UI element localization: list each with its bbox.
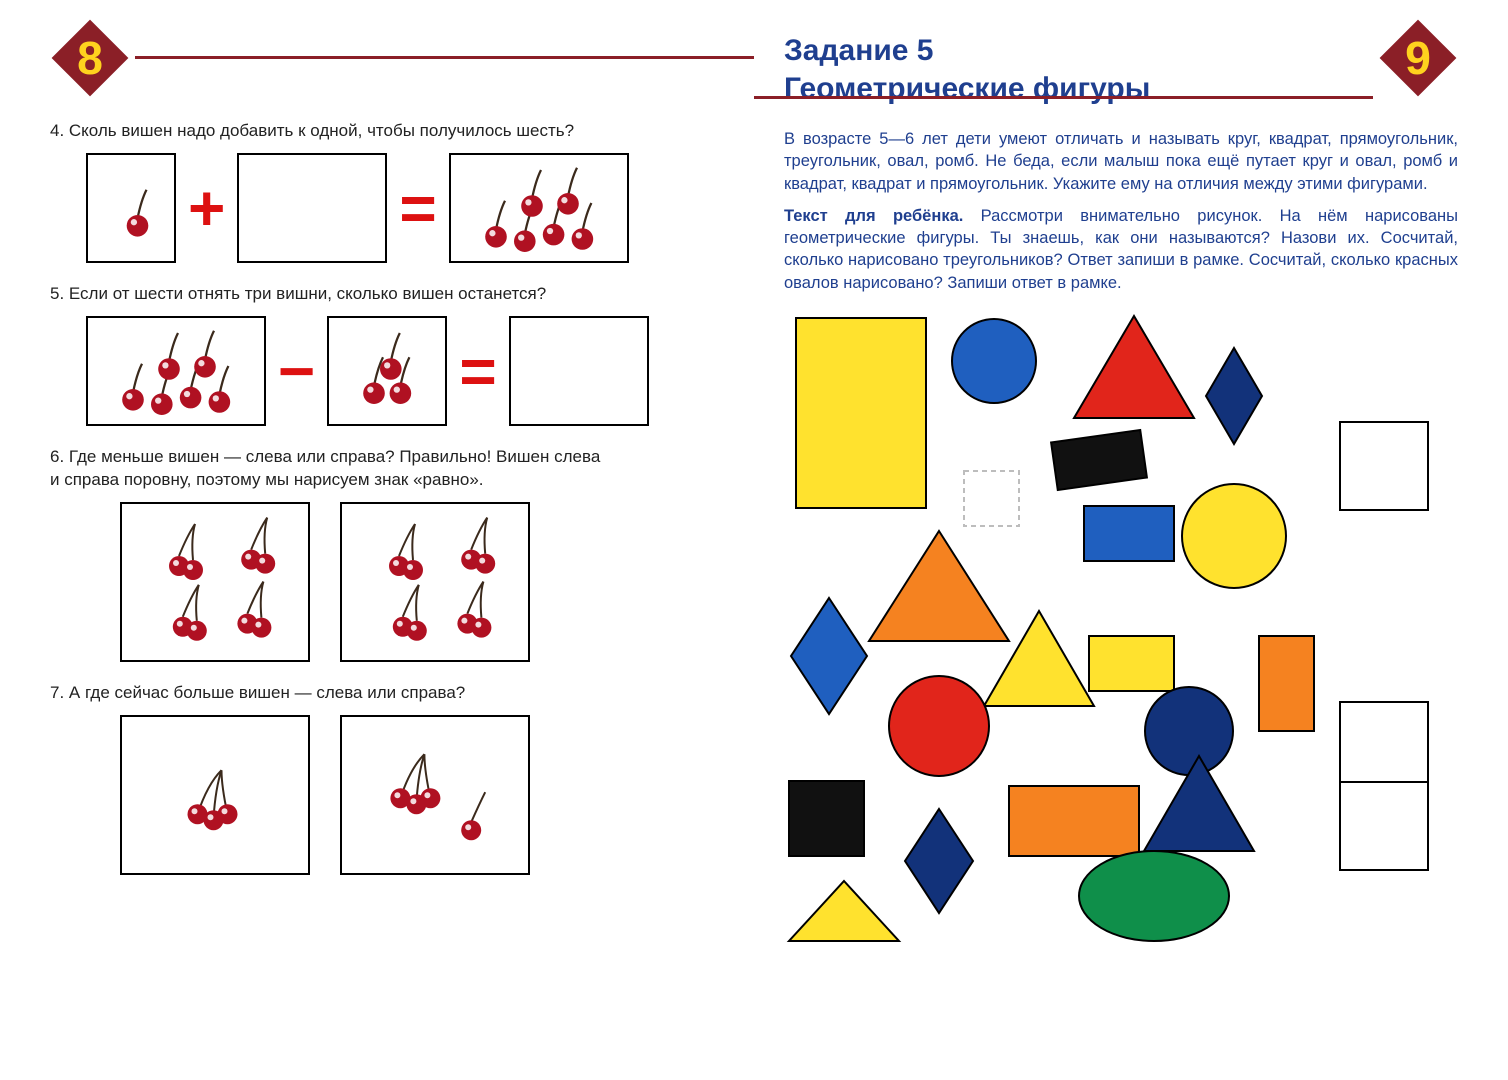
page-right: 9 Задание 5 Геометрические фигуры В возр… bbox=[754, 0, 1508, 1080]
question-7: 7. А где сейчас больше вишен — слева или… bbox=[50, 682, 704, 705]
left-content: 4. Сколь вишен надо добавить к одной, чт… bbox=[50, 120, 704, 875]
equation-5: − = bbox=[86, 316, 704, 426]
eq5-box-2 bbox=[327, 316, 447, 426]
equals-icon: = bbox=[459, 339, 496, 403]
header-rule bbox=[135, 56, 754, 59]
q7-box-right bbox=[340, 715, 530, 875]
shapes-figure bbox=[784, 306, 1424, 946]
q6-box-right bbox=[340, 502, 530, 662]
page-left: 8 4. Сколь вишен надо добавить к одной, … bbox=[0, 0, 754, 1080]
shapes-svg bbox=[784, 306, 1424, 946]
page-number-left: 8 bbox=[77, 32, 103, 84]
eq4-box-2-blank[interactable] bbox=[237, 153, 387, 263]
minus-icon: − bbox=[278, 339, 315, 403]
intro-paragraph: В возрасте 5—6 лет дети умеют отличать и… bbox=[784, 128, 1458, 195]
question-4: 4. Сколь вишен надо добавить к одной, чт… bbox=[50, 120, 704, 143]
header-rule bbox=[754, 96, 1373, 99]
q6-box-left bbox=[120, 502, 310, 662]
question-6: 6. Где меньше вишен — слева или справа? … bbox=[50, 446, 610, 492]
child-text-label: Текст для ребёнка. bbox=[784, 207, 963, 225]
page-number-right: 9 bbox=[1405, 32, 1431, 84]
plus-icon: + bbox=[188, 176, 225, 240]
equals-icon: = bbox=[399, 176, 436, 240]
equation-4: + = bbox=[86, 153, 704, 263]
pair-7 bbox=[120, 715, 704, 875]
eq5-box-1 bbox=[86, 316, 266, 426]
pair-6 bbox=[120, 502, 704, 662]
question-5: 5. Если от шести отнять три вишни, сколь… bbox=[50, 283, 704, 306]
child-text-paragraph: Текст для ребёнка. Рассмотри внимательно… bbox=[784, 205, 1458, 294]
q7-box-left bbox=[120, 715, 310, 875]
page-number-badge: 8 bbox=[50, 18, 130, 98]
right-content: Задание 5 Геометрические фигуры В возрас… bbox=[784, 34, 1458, 946]
eq4-box-3 bbox=[449, 153, 629, 263]
task-title: Задание 5 bbox=[784, 34, 1458, 68]
answer-box[interactable] bbox=[1339, 701, 1429, 791]
page-number-badge: 9 bbox=[1378, 18, 1458, 98]
eq4-box-1 bbox=[86, 153, 176, 263]
answer-box[interactable] bbox=[1339, 421, 1429, 511]
answer-box[interactable] bbox=[1339, 781, 1429, 871]
eq5-box-3-blank[interactable] bbox=[509, 316, 649, 426]
task-subtitle: Геометрические фигуры bbox=[784, 72, 1458, 106]
